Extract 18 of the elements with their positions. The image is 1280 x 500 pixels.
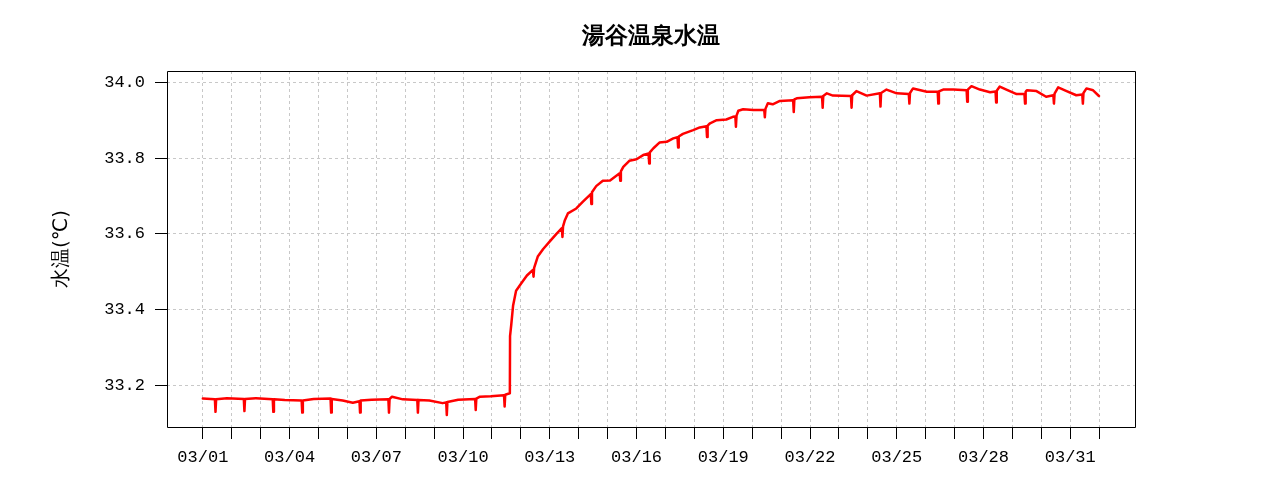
x-tick-label: 03/16 (611, 447, 663, 467)
y-tick-label: 33.2 (104, 375, 145, 395)
x-tick-label: 03/13 (524, 447, 576, 467)
x-tick-label: 03/01 (177, 447, 229, 467)
y-axis-title: 水温(℃) (48, 209, 73, 289)
x-tick-label: 03/04 (264, 447, 316, 467)
x-tick-label: 03/22 (784, 447, 836, 467)
x-tick-label: 03/31 (1044, 447, 1096, 467)
x-tick-label: 03/07 (350, 447, 402, 467)
y-tick-label: 33.6 (104, 224, 145, 244)
chart-title: 湯谷温泉水温 (581, 21, 720, 48)
y-tick-label: 34.0 (104, 72, 145, 92)
y-tick-label: 33.4 (104, 300, 145, 320)
x-tick-label: 03/10 (437, 447, 489, 467)
x-tick-label: 03/25 (871, 447, 923, 467)
x-tick-label: 03/19 (697, 447, 749, 467)
x-tick-label: 03/28 (957, 447, 1009, 467)
y-tick-label: 33.8 (104, 148, 145, 168)
